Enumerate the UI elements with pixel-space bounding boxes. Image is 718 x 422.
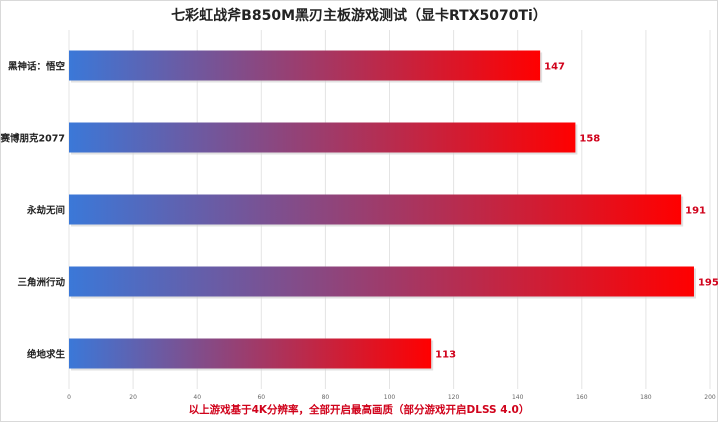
x-tick-label: 200 [704,394,716,401]
x-tick-label: 180 [640,394,652,401]
value-label: 113 [435,350,456,361]
value-label: 147 [544,62,565,73]
x-tick-label: 120 [448,394,460,401]
x-tick-label: 80 [322,394,330,401]
category-label: 赛博朋克2077 [0,133,65,145]
chart-footnote: 以上游戏基于4K分辨率，全部开启最高画质（部分游戏开启DLSS 4.0） [188,404,530,416]
value-label: 158 [579,134,600,145]
bar [69,266,694,297]
category-label: 绝地求生 [27,349,66,361]
category-label: 永劫无间 [26,205,65,217]
category-label: 三角洲行动 [17,277,65,289]
x-tick-label: 40 [193,394,201,401]
x-tick-label: 140 [512,394,524,401]
x-tick-label: 0 [67,394,71,401]
bar [69,194,682,225]
x-tick-label: 100 [384,394,396,401]
value-label: 195 [698,278,718,289]
bar [69,122,576,153]
value-label: 191 [685,206,706,217]
x-tick-label: 160 [576,394,588,401]
bar [69,338,432,369]
bar [69,50,541,81]
x-tick-label: 20 [129,394,137,401]
category-label: 黑神话：悟空 [8,61,66,73]
chart-title: 七彩虹战斧B850M黑刃主板游戏测试（显卡RTX5070Ti） [171,8,547,24]
x-tick-label: 60 [257,394,265,401]
